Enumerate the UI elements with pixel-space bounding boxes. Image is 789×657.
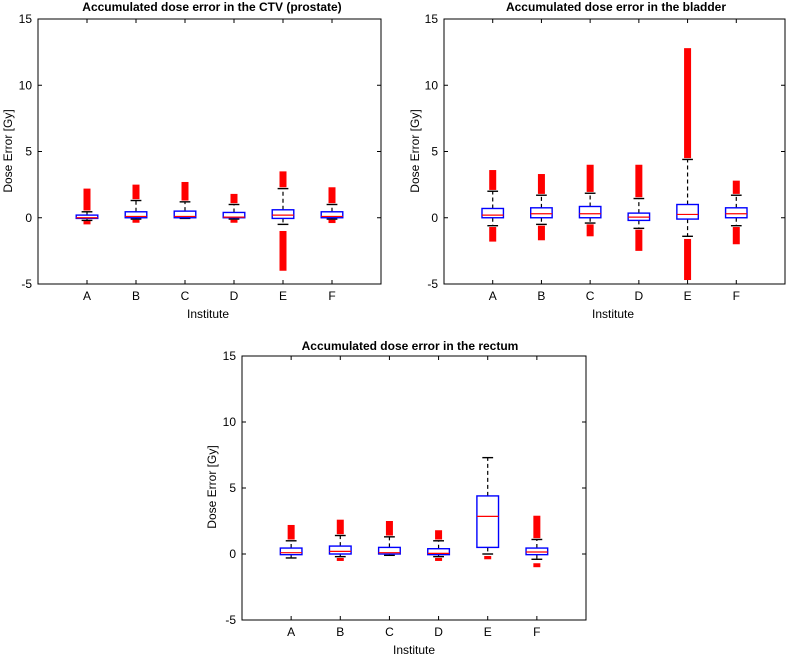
outlier-band bbox=[533, 563, 541, 568]
outlier-band bbox=[533, 515, 541, 539]
y-tick-label: 15 bbox=[223, 349, 237, 363]
box bbox=[578, 205, 602, 219]
outlier-band bbox=[336, 557, 344, 561]
outlier-band bbox=[287, 524, 295, 540]
x-tick-label: F bbox=[733, 289, 740, 303]
box bbox=[279, 547, 303, 556]
outlier-band bbox=[484, 555, 492, 560]
outlier-band bbox=[435, 557, 443, 561]
x-tick-label: E bbox=[484, 625, 492, 639]
outlier-band bbox=[732, 180, 740, 194]
outlier-band bbox=[586, 164, 594, 192]
y-tick-label: 5 bbox=[25, 145, 32, 159]
outlier-band bbox=[83, 188, 91, 211]
x-tick-label: C bbox=[181, 289, 190, 303]
box-plot-panel: -5 0 5 10 15 A B C D E F bbox=[425, 12, 786, 303]
box-plot-panel: -5 0 5 10 15 A B C D E F bbox=[19, 12, 382, 303]
outlier-band bbox=[537, 174, 545, 194]
box bbox=[271, 209, 295, 220]
y-axis-label: Dose Error [Gy] bbox=[1, 109, 15, 192]
outlier-band bbox=[230, 219, 238, 223]
box bbox=[530, 207, 553, 219]
x-axis-label: Institute bbox=[187, 307, 229, 321]
outlier-band bbox=[489, 170, 497, 190]
x-tick-label: E bbox=[684, 289, 692, 303]
outlier-band bbox=[732, 227, 740, 245]
x-tick-label: B bbox=[336, 625, 344, 639]
outlier-band bbox=[435, 530, 443, 540]
x-tick-label: A bbox=[83, 289, 91, 303]
axes-frame bbox=[37, 18, 382, 285]
box bbox=[724, 207, 748, 219]
outlier-band bbox=[132, 184, 140, 200]
x-tick-label: B bbox=[537, 289, 545, 303]
outlier-band bbox=[385, 521, 393, 536]
outlier-band bbox=[684, 238, 692, 281]
outlier-band bbox=[328, 219, 336, 224]
x-tick-label: F bbox=[533, 625, 540, 639]
outlier-band bbox=[132, 219, 140, 223]
box bbox=[75, 214, 99, 220]
outlier-band bbox=[537, 225, 545, 241]
y-tick-label: 0 bbox=[229, 547, 236, 561]
outlier-band bbox=[279, 171, 287, 188]
y-tick-label: 5 bbox=[229, 481, 236, 495]
outlier-band bbox=[489, 227, 497, 242]
outlier-band bbox=[83, 221, 91, 225]
outlier-band bbox=[635, 164, 643, 198]
y-tick-label: 15 bbox=[425, 12, 439, 26]
box bbox=[481, 207, 505, 219]
x-tick-label: D bbox=[434, 625, 443, 639]
y-tick-label: -5 bbox=[225, 613, 236, 627]
y-tick-label: 10 bbox=[223, 415, 237, 429]
x-axis-label: Institute bbox=[393, 643, 435, 657]
chart-title: Accumulated dose error in the CTV (prost… bbox=[82, 0, 341, 14]
x-tick-label: B bbox=[132, 289, 140, 303]
axes-frame bbox=[241, 355, 587, 621]
x-tick-label: C bbox=[385, 625, 394, 639]
box bbox=[173, 210, 197, 219]
box bbox=[328, 545, 352, 555]
outlier-band bbox=[230, 193, 238, 204]
x-tick-label: F bbox=[328, 289, 335, 303]
y-tick-label: 10 bbox=[425, 78, 439, 92]
y-tick-label: 10 bbox=[19, 78, 33, 92]
box bbox=[427, 548, 451, 556]
box bbox=[124, 211, 148, 219]
outlier-band bbox=[635, 229, 643, 251]
x-tick-label: D bbox=[230, 289, 239, 303]
outlier-band bbox=[336, 519, 344, 535]
outlier-band bbox=[328, 187, 336, 204]
chart-title: Accumulated dose error in the bladder bbox=[506, 0, 726, 14]
chart-title: Accumulated dose error in the rectum bbox=[302, 339, 519, 353]
box bbox=[676, 203, 699, 220]
y-tick-label: -5 bbox=[427, 277, 438, 291]
y-tick-label: 0 bbox=[431, 211, 438, 225]
outlier-band bbox=[684, 48, 692, 159]
box bbox=[377, 546, 401, 555]
box-plot-panel: -5 0 5 10 15 A B C D E F bbox=[223, 349, 587, 639]
box bbox=[525, 547, 549, 556]
box bbox=[222, 211, 246, 219]
y-tick-label: -5 bbox=[21, 277, 32, 291]
outlier-band bbox=[181, 181, 189, 201]
box bbox=[320, 211, 344, 219]
y-axis-label: Dose Error [Gy] bbox=[205, 445, 219, 528]
outlier-band bbox=[279, 231, 287, 271]
x-tick-label: D bbox=[635, 289, 644, 303]
y-axis-label: Dose Error [Gy] bbox=[408, 109, 422, 192]
x-tick-label: A bbox=[287, 625, 295, 639]
x-tick-label: A bbox=[489, 289, 497, 303]
outlier-band bbox=[586, 224, 594, 237]
box bbox=[476, 495, 500, 549]
x-tick-label: C bbox=[586, 289, 595, 303]
y-tick-label: 5 bbox=[431, 145, 438, 159]
y-tick-label: 15 bbox=[19, 12, 33, 26]
plots-layer: -5 0 5 10 15 A B C D E F -5 0 5 10 15 A B C D E F -5 0 5 10 15 A B C D… bbox=[19, 12, 786, 639]
x-tick-label: E bbox=[279, 289, 287, 303]
x-axis-label: Institute bbox=[592, 307, 634, 321]
y-tick-label: 0 bbox=[25, 211, 32, 225]
